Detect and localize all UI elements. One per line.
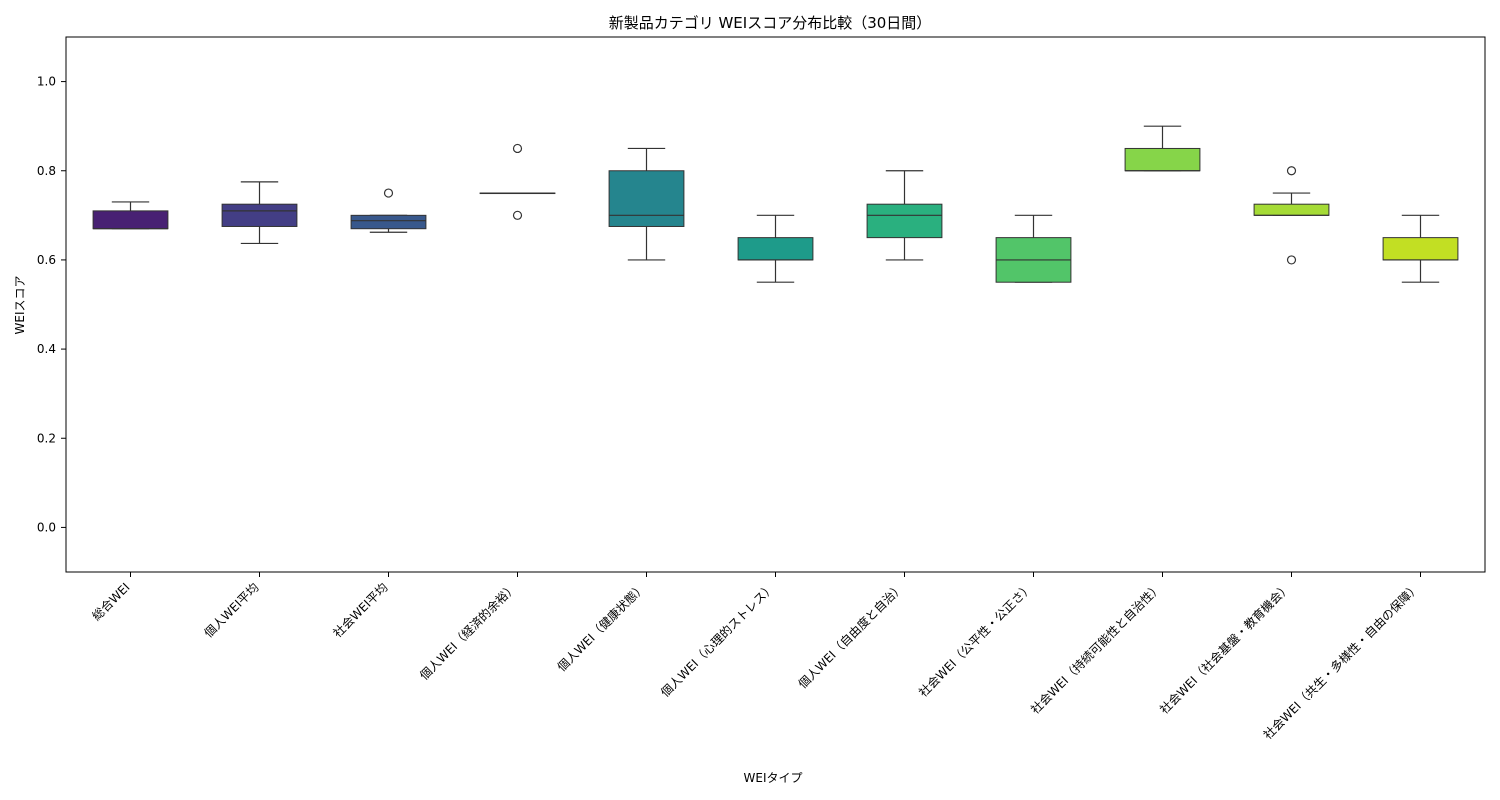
box-iqr (737, 237, 814, 261)
box-iqr (866, 203, 943, 239)
x-tick-label: 個人WEI（経済的余裕） (416, 580, 519, 683)
y-axis-label: WEIスコア (13, 276, 27, 335)
outlier-point (383, 188, 394, 198)
y-tick-label: 0.8 (37, 164, 56, 178)
box-iqr (92, 210, 169, 230)
box-iqr (221, 203, 298, 227)
y-tick-label: 0.6 (37, 253, 56, 267)
x-tick-label: 個人WEI（健康状態） (554, 580, 649, 675)
x-tick-label: 社会WEI（公平性・公正さ） (915, 580, 1035, 700)
chart-title: 新製品カテゴリ WEIスコア分布比較（30日間） (609, 14, 932, 32)
y-tick-label: 0.0 (37, 520, 56, 534)
box-iqr (1124, 147, 1201, 172)
x-tick-label: 総合WEI (89, 580, 133, 624)
outlier-point (512, 210, 523, 220)
outlier-point (1286, 255, 1297, 265)
box-iqr (1382, 237, 1459, 261)
plot-frame (65, 36, 1486, 573)
x-tick-label: 社会WEI（社会基盤・教育機会） (1156, 580, 1293, 717)
y-tick-label: 0.2 (37, 431, 56, 445)
box-iqr (608, 170, 685, 227)
x-axis-label: WEIタイプ (744, 771, 803, 785)
box-iqr (350, 214, 427, 230)
x-tick-label: 個人WEI平均 (202, 580, 262, 640)
outlier-point (1286, 166, 1297, 176)
x-tick-label: 社会WEI平均 (330, 580, 391, 641)
box-iqr (1253, 203, 1330, 216)
outlier-point (512, 143, 523, 154)
x-tick-label: 個人WEI（自由度と自治） (795, 580, 907, 692)
x-tick-label: 個人WEI（心理的ストレス） (657, 580, 777, 700)
y-tick-label: 0.4 (37, 342, 56, 356)
x-tick-label: 社会WEI（持続可能性と自治性） (1027, 580, 1164, 717)
y-tick-label: 1.0 (37, 75, 56, 89)
x-tick-label: 社会WEI（共生・多様性・自由の保障） (1260, 580, 1423, 743)
